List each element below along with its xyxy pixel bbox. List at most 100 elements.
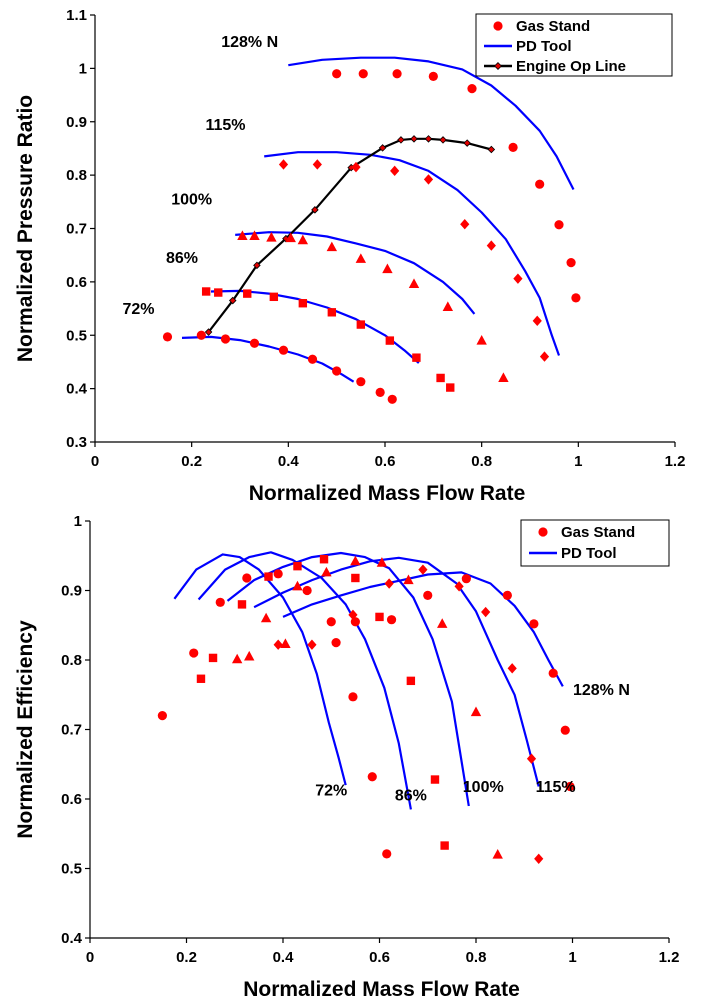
gas-stand-point-86pct [440,841,449,850]
y-tick-label: 0.7 [61,722,82,739]
gas-stand-point-86pct [327,308,337,317]
legend-label: PD Tool [516,38,572,55]
y-tick-label: 1.1 [66,7,87,24]
pd-tool-line-86pct [197,551,412,810]
gas-stand-point-115pct [418,564,428,575]
gas-stand-point-128pct-n [386,615,397,625]
pd-tool-line-72pct [173,553,347,786]
gas-stand-point-100pct [476,334,487,345]
y-tick-label: 0.7 [66,221,87,238]
gas-stand-point-128pct-n [529,619,539,629]
speed-label-86pct: 86% [395,787,427,804]
speed-label-72pct: 72% [122,301,154,318]
gas-stand-point-86pct [319,555,329,564]
gas-stand-point-72pct [162,332,173,342]
gas-stand-point-100pct [285,232,296,243]
gas-stand-point-86pct [430,775,440,784]
pd-tool-series [173,551,564,810]
gas-stand-point-72pct [196,330,206,340]
gas-stand-point-72pct [273,569,283,579]
gas-stand-series [157,555,575,864]
x-tick-label: 1.2 [659,949,680,966]
gas-stand-point-72pct [215,597,225,607]
gas-stand-point-115pct [273,639,283,650]
gas-stand-point-115pct [534,853,544,864]
gas-stand-point-128pct-n [508,142,518,152]
speed-label-100pct: 100% [463,779,504,796]
chart-2: 0.4 0.5 0.6 0.7 0.8 0.9 1 0 0.2 0.4 0.6 0.8 1 1.2 Norm… [14,513,679,1001]
gas-stand-point-128pct-n [560,725,570,735]
gas-stand-point-86pct [436,373,445,383]
gas-stand-point-100pct [326,241,338,252]
gas-stand-point-72pct [242,573,252,583]
gas-stand-point-72pct [189,648,199,658]
legend-label: Gas Stand [516,18,590,35]
gas-stand-point-115pct [460,219,470,230]
speed-label-86pct: 86% [166,250,198,267]
y-tick-label: 1 [79,60,87,77]
gas-stand-point-128pct-n [461,574,471,584]
engine-op-point [253,261,261,270]
x-tick-label: 0.4 [273,949,295,966]
gas-stand-point-115pct [351,161,361,173]
gas-stand-point-100pct [321,566,332,577]
gas-stand-point-72pct [157,711,167,721]
gas-stand-point-115pct [481,606,491,618]
y-tick-label: 0.8 [66,167,87,184]
engine-op-point [378,144,387,152]
gas-stand-point-72pct [382,849,392,859]
gas-stand-point-72pct [387,394,397,404]
y-tick-label: 0.4 [61,930,83,947]
gas-stand-point-86pct [269,292,279,302]
gas-stand-point-128pct-n [566,258,576,268]
speed-label-128pct-n: 128% N [573,682,630,699]
gas-stand-point-86pct [208,653,218,663]
y-tick-label: 0.9 [66,114,87,131]
gas-stand-point-100pct [244,650,255,661]
speed-label-115pct: 115% [536,779,576,796]
gas-stand-point-86pct [406,676,416,686]
gas-stand-point-100pct [408,278,420,289]
gas-stand-point-86pct [214,288,223,297]
chart-1: 0.30.40.50.60.70.80.911.10 0.2 0.4 0.6 0.8 1 1… [14,7,685,505]
x-tick-label: 0.8 [466,949,487,966]
gas-stand-point-128pct-n [548,668,558,678]
pd-tool-line-86pct [210,289,420,364]
y-tick-label: 0.6 [61,791,82,808]
y-tick-label: 0.5 [61,861,82,878]
legend: Gas Stand PD Tool Engine Op Line [475,13,673,77]
gas-stand-point-72pct [375,387,385,397]
x-axis-title: Normalized Mass Flow Rate [243,978,520,1001]
engine-op-point [463,139,471,147]
engine-op-line-series [204,135,496,336]
pd-tool-line-128pct-n [288,56,575,191]
gas-stand-point-86pct [375,612,384,622]
gas-stand-point-100pct [249,230,260,240]
gas-stand-point-100pct [260,612,272,623]
pd-tool-series [181,56,575,383]
gas-stand-point-100pct [376,557,388,567]
gas-stand-point-128pct-n [467,84,477,94]
gas-stand-point-128pct-n [565,781,575,792]
gas-stand-point-86pct [264,572,273,581]
gas-stand-point-100pct [297,234,309,245]
y-axis-title: Normalized Efficiency [14,620,37,839]
gas-stand-point-86pct [237,600,247,609]
gas-stand-point-115pct [384,578,394,589]
gas-stand-point-115pct [513,273,523,284]
x-tick-label: 1 [574,453,582,470]
gas-stand-point-115pct [526,753,537,764]
x-tick-label: 0 [91,453,99,470]
gas-stand-series [162,69,581,404]
gas-stand-point-115pct [486,240,496,251]
x-tick-label: 0.4 [278,453,300,470]
gas-stand-point-100pct [382,263,393,274]
gas-stand-point-115pct [423,174,434,185]
gas-stand-point-115pct [278,159,289,170]
speed-label-115pct: 115% [205,117,245,134]
y-tick-label: 0.5 [66,327,87,344]
y-tick-label: 0.6 [66,274,87,291]
gas-stand-point-128pct-n [428,71,438,81]
gas-stand-point-86pct [243,289,252,298]
gas-stand-point-115pct [532,315,542,327]
